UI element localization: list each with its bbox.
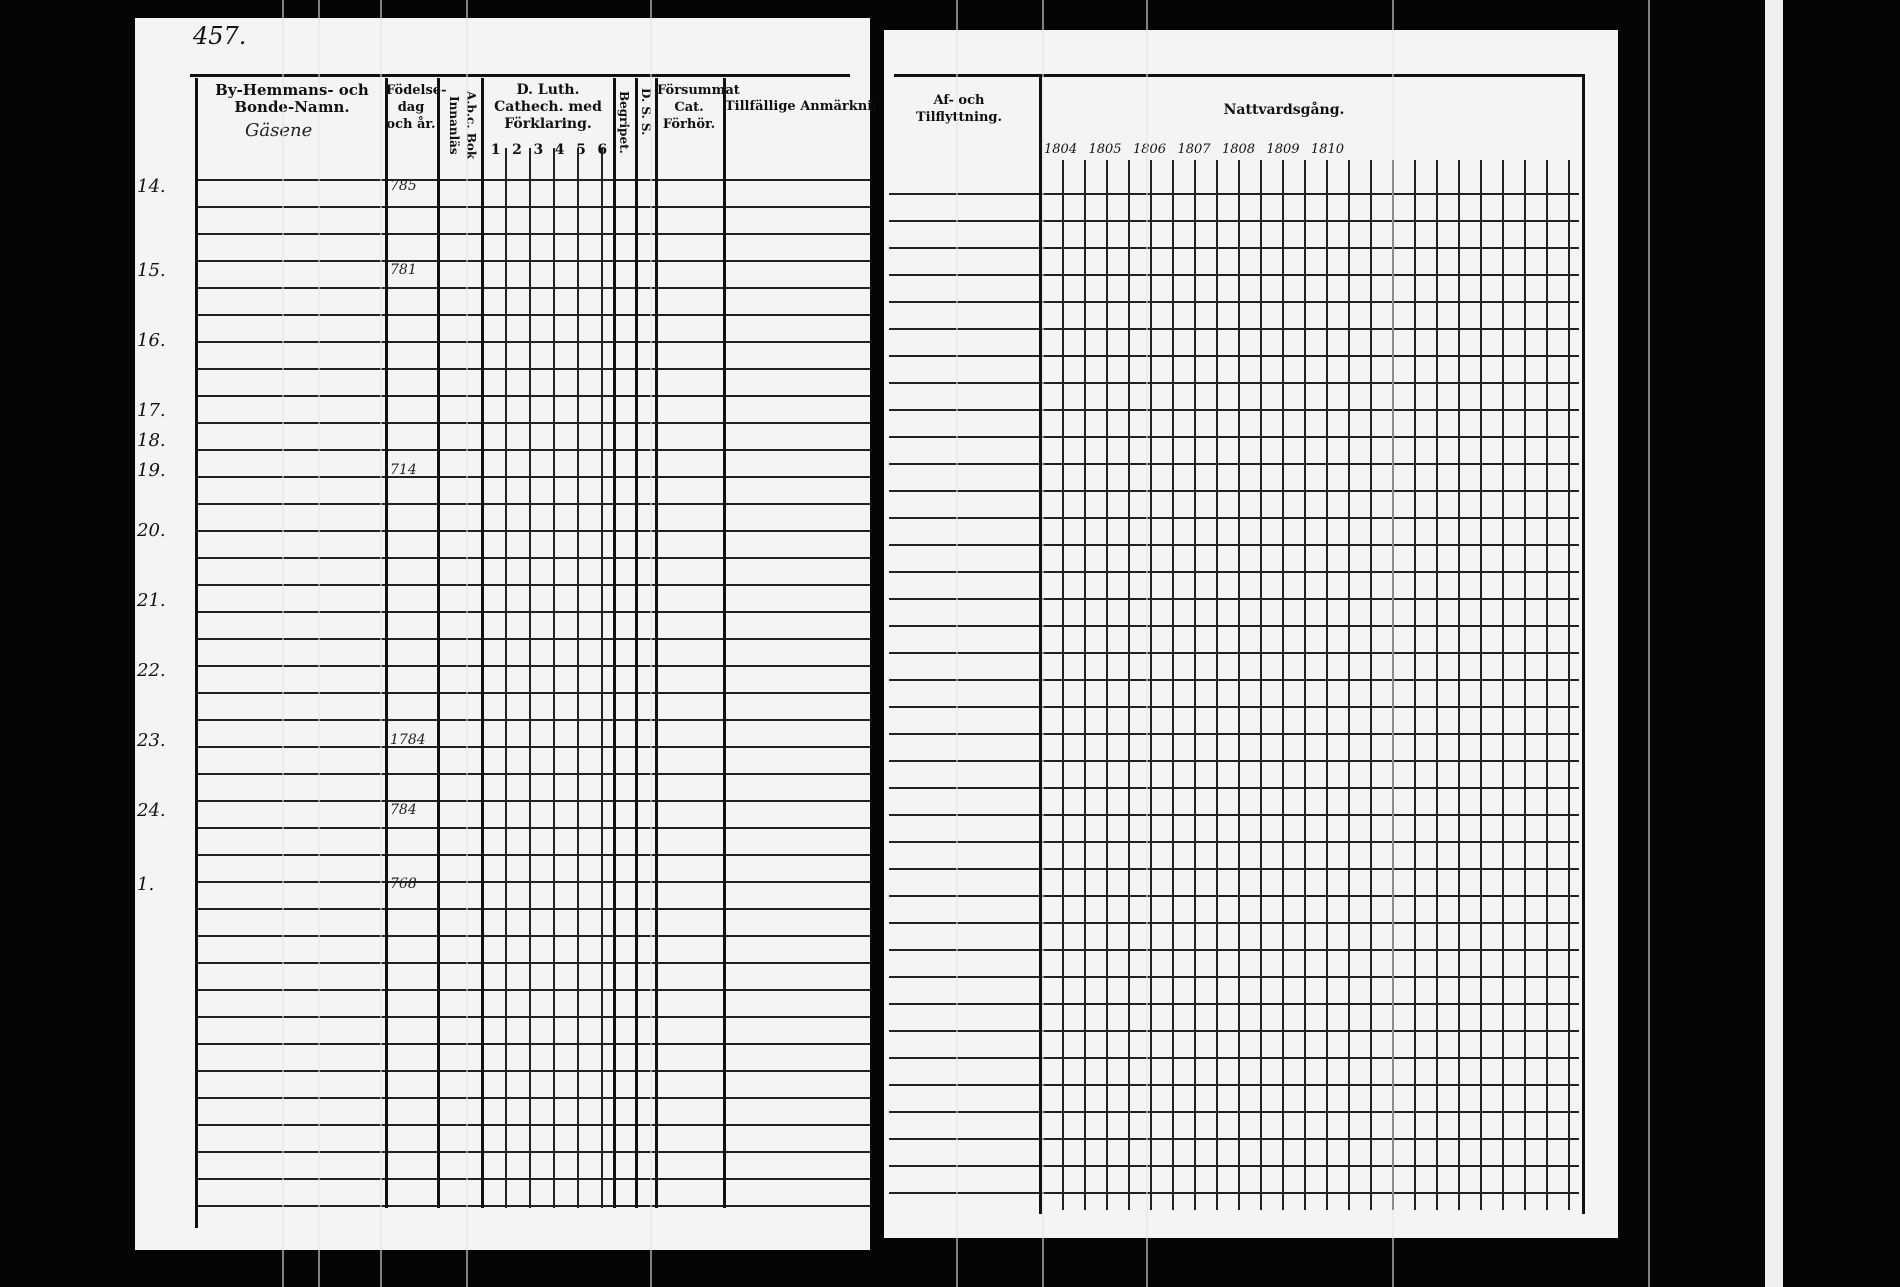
- header-communion: Nattvardsgång.: [1223, 102, 1345, 118]
- communion-years: 1804 1805 1806 1807 1808 1809 1810: [1044, 142, 1344, 157]
- row-number: 22.: [137, 660, 166, 681]
- row-number: 1.: [137, 874, 155, 895]
- birth-year: 781: [390, 262, 417, 278]
- column-rule: [1582, 74, 1585, 1214]
- year-label: 1807: [1177, 142, 1211, 157]
- scan-streak: [380, 0, 382, 1287]
- year-label: 1805: [1088, 142, 1122, 157]
- communion-subcolumns: [1042, 160, 1582, 1210]
- column-rule: [481, 78, 484, 1208]
- row-number: 14.: [137, 176, 166, 197]
- scan-streak: [466, 0, 468, 1287]
- birth-year: 784: [390, 802, 417, 818]
- row-number: 17.: [137, 400, 166, 421]
- left-page: 457. By-Hemmans- och Bonde-Namn. Gäsene …: [135, 18, 875, 1250]
- row-number: 21.: [137, 590, 166, 611]
- cathech-subcolumns: [483, 148, 613, 1208]
- scan-streak: [1648, 0, 1650, 1287]
- row-number: 16.: [137, 330, 166, 351]
- page-number: 457.: [193, 22, 247, 50]
- header-begripet: Begripet.: [617, 90, 631, 154]
- header-birth: Födelse-dag och år.: [386, 83, 447, 132]
- year-label: 1808: [1221, 142, 1256, 157]
- year-label: 1806: [1132, 142, 1167, 157]
- birth-year: 714: [390, 462, 417, 478]
- row-number: 20.: [137, 520, 166, 541]
- scan-streak: [318, 0, 320, 1287]
- scan-streak: [650, 0, 652, 1287]
- column-rule: [723, 78, 726, 1208]
- row-number: 15.: [137, 260, 166, 281]
- scan-streak: [1146, 0, 1148, 1287]
- row-number: 23.: [137, 730, 166, 751]
- column-rule: [655, 78, 658, 1208]
- scan-streak: [1042, 0, 1044, 1287]
- header-top-rule: [190, 74, 850, 77]
- header-dss: D. S. S.: [639, 88, 653, 136]
- header-moving: Af- och Tilflyttning.: [915, 93, 1003, 125]
- column-rule: [385, 78, 388, 1208]
- header-name: By-Hemmans- och Bonde-Namn.: [215, 81, 369, 116]
- header-forsummat: Försummat Cat. Förhör.: [657, 83, 740, 132]
- year-label: 1810: [1310, 142, 1344, 157]
- scan-edge: [1765, 0, 1783, 1287]
- year-label: 1809: [1266, 142, 1300, 157]
- header-cathech: D. Luth. Cathech. med Förklaring.: [494, 82, 602, 132]
- row-number: 18.: [137, 430, 166, 451]
- birth-year: 768: [390, 876, 417, 892]
- scan-streak: [282, 0, 284, 1287]
- row-number: 19.: [137, 460, 166, 481]
- right-page: Af- och Tilflyttning. Nattvardsgång. 180…: [884, 30, 1618, 1238]
- column-rule: [437, 78, 440, 1208]
- scan-streak: [956, 0, 958, 1287]
- column-rule: [1039, 74, 1042, 1214]
- column-rule: [635, 78, 638, 1208]
- birth-year: 1784: [390, 732, 426, 748]
- row-number: 24.: [137, 800, 166, 821]
- header-top-rule: [894, 74, 1584, 77]
- header-remarks: Tillfällige Anmärkningar: [725, 99, 875, 114]
- birth-year: 785: [390, 178, 417, 194]
- column-rule: [613, 78, 616, 1208]
- column-rule: [195, 78, 198, 1228]
- scan-streak: [1392, 0, 1394, 1287]
- village-name: Gäsene: [245, 120, 313, 141]
- year-label: 1804: [1044, 142, 1078, 157]
